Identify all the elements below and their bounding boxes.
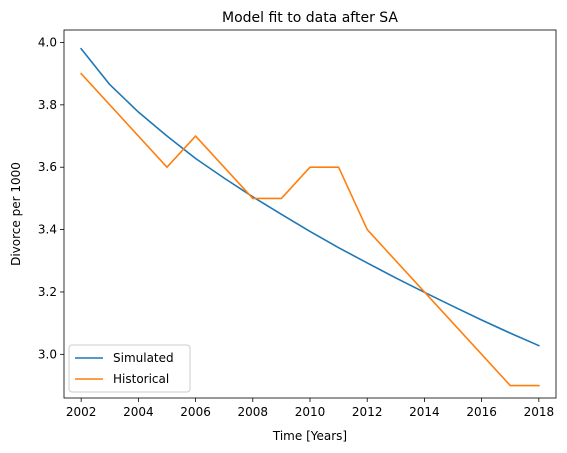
x-axis-label: Time [Years]: [272, 429, 347, 443]
y-tick-label: 3.8: [38, 98, 57, 112]
y-tick-label: 4.0: [38, 35, 57, 49]
x-tick-label: 2010: [295, 405, 326, 419]
y-tick-label: 3.0: [38, 347, 57, 361]
y-tick-label: 3.6: [38, 160, 57, 174]
x-tick-label: 2006: [180, 405, 211, 419]
y-tick-label: 3.2: [38, 285, 57, 299]
x-tick-label: 2014: [409, 405, 440, 419]
x-tick-label: 2004: [123, 405, 154, 419]
plot-area: 2002 2004 2006 2008 2010 2012 2014 2016 2018 3.0 3…: [38, 29, 557, 419]
x-tick-label: 2008: [238, 405, 269, 419]
legend-box: [68, 344, 191, 393]
chart-title: Model fit to data after SA: [222, 10, 398, 26]
legend-label-historical: Historical: [113, 372, 169, 386]
series-line-simulated: [80, 47, 540, 347]
y-axis-label: Divorce per 1000: [9, 162, 23, 266]
x-tick-label: 2002: [66, 405, 97, 419]
legend: Simulated Historical: [68, 344, 191, 393]
y-tick-label: 3.4: [38, 223, 57, 237]
x-tick-label: 2012: [352, 405, 383, 419]
axes-frame: [63, 29, 557, 399]
legend-label-simulated: Simulated: [113, 351, 174, 365]
x-tick-label: 2016: [466, 405, 497, 419]
x-tick-label: 2018: [524, 405, 555, 419]
series-line-historical: [80, 72, 540, 387]
